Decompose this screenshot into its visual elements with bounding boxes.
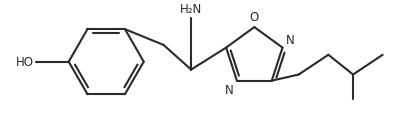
Text: H₂N: H₂N — [180, 3, 202, 16]
Text: N: N — [225, 83, 234, 96]
Text: N: N — [285, 33, 294, 46]
Text: HO: HO — [16, 56, 34, 69]
Text: O: O — [250, 11, 259, 24]
